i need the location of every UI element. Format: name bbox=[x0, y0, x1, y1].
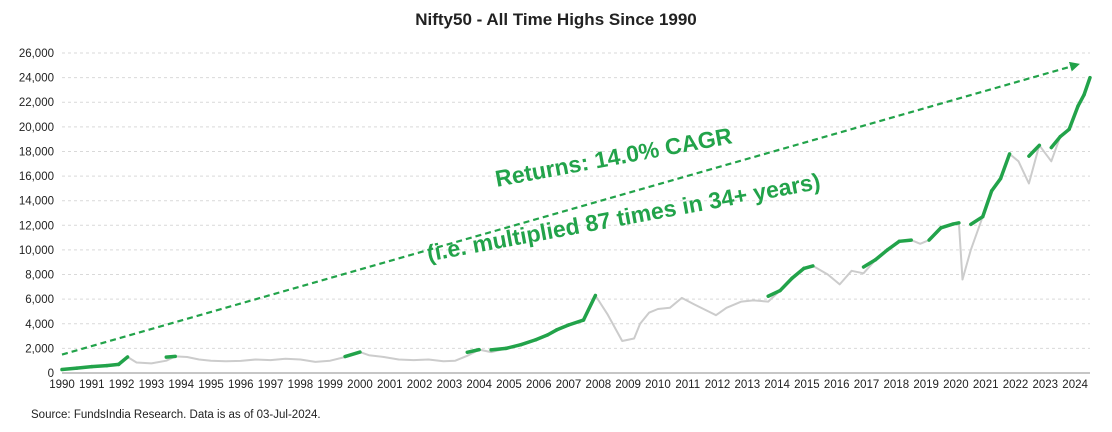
x-tick-label: 2018 bbox=[884, 379, 910, 391]
y-tick-label: 6,000 bbox=[25, 294, 54, 306]
all-time-high-segment bbox=[116, 355, 130, 367]
y-tick-label: 12,000 bbox=[19, 220, 54, 232]
x-tick-label: 2014 bbox=[764, 379, 790, 391]
all-time-high-segment bbox=[897, 238, 913, 244]
all-time-high-segment bbox=[1027, 143, 1042, 158]
all-time-high-segment bbox=[75, 364, 94, 370]
all-time-high-segment bbox=[998, 152, 1012, 181]
y-tick-label: 2,000 bbox=[25, 343, 54, 355]
all-time-high-segment bbox=[581, 293, 598, 322]
all-time-high-segment bbox=[60, 366, 79, 372]
all-time-high-segment bbox=[489, 346, 508, 352]
x-tick-label: 2010 bbox=[645, 379, 671, 391]
x-tick-label: 1993 bbox=[139, 379, 165, 391]
nifty50-series-line bbox=[61, 77, 1091, 371]
all-time-high-segment bbox=[1082, 75, 1092, 97]
all-time-high-segment bbox=[465, 347, 481, 355]
x-tick-label: 1994 bbox=[168, 379, 194, 391]
cagr-annotation: Returns: 14.0% CAGR bbox=[493, 122, 734, 191]
all-time-high-segment bbox=[90, 363, 109, 369]
y-tick-label: 16,000 bbox=[19, 171, 54, 183]
x-tick-label: 2002 bbox=[407, 379, 433, 391]
all-time-high-segment bbox=[1049, 134, 1062, 150]
x-tick-label: 2023 bbox=[1033, 379, 1059, 391]
x-tick-label: 1996 bbox=[228, 379, 254, 391]
all-time-high-segment bbox=[951, 221, 961, 226]
x-tick-label: 2006 bbox=[526, 379, 552, 391]
x-tick-label: 2015 bbox=[794, 379, 820, 391]
gridlines bbox=[62, 52, 1090, 349]
all-time-high-segment bbox=[969, 214, 985, 227]
all-time-high-segment bbox=[343, 350, 362, 359]
x-tick-label: 1990 bbox=[49, 379, 75, 391]
x-axis-ticks: 1990 1991 1992 1993 1994 1995 1996 1997 1998 1999… bbox=[49, 379, 1088, 391]
y-tick-label: 18,000 bbox=[19, 146, 54, 158]
x-tick-label: 2021 bbox=[973, 379, 999, 391]
x-tick-label: 2013 bbox=[735, 379, 761, 391]
x-tick-label: 1999 bbox=[317, 379, 343, 391]
x-tick-label: 1995 bbox=[198, 379, 224, 391]
source-note: Source: FundsIndia Research. Data is as … bbox=[31, 409, 321, 421]
x-tick-label: 2017 bbox=[854, 379, 880, 391]
y-tick-label: 10,000 bbox=[19, 245, 54, 257]
x-tick-label: 2012 bbox=[705, 379, 731, 391]
all-time-high-segment bbox=[861, 258, 878, 269]
y-tick-label: 0 bbox=[48, 368, 54, 380]
all-time-high-segment bbox=[1067, 104, 1080, 132]
all-time-high-segment bbox=[519, 338, 538, 347]
x-tick-label: 2024 bbox=[1062, 379, 1088, 391]
x-tick-label: 2009 bbox=[615, 379, 641, 391]
x-tick-label: 1992 bbox=[109, 379, 135, 391]
x-tick-label: 1998 bbox=[288, 379, 314, 391]
all-time-high-segment bbox=[766, 288, 782, 298]
y-tick-label: 24,000 bbox=[19, 73, 54, 85]
x-tick-label: 2000 bbox=[347, 379, 373, 391]
all-time-high-segment bbox=[802, 264, 815, 271]
x-tick-label: 2004 bbox=[466, 379, 492, 391]
x-tick-label: 2011 bbox=[675, 379, 700, 391]
all-time-high-segment bbox=[164, 354, 177, 359]
x-tick-label: 1997 bbox=[258, 379, 284, 391]
all-time-high-segment bbox=[534, 333, 550, 342]
x-tick-label: 2007 bbox=[556, 379, 582, 391]
y-tick-label: 8,000 bbox=[25, 270, 54, 282]
all-time-high-segment bbox=[885, 239, 902, 252]
x-tick-label: 2019 bbox=[913, 379, 939, 391]
all-time-high-segment bbox=[980, 189, 994, 219]
all-time-high-segment bbox=[790, 266, 806, 280]
y-tick-label: 22,000 bbox=[19, 97, 54, 109]
all-time-high-segment bbox=[1076, 93, 1086, 108]
all-time-high-segment bbox=[778, 276, 794, 293]
chart-title: Nifty50 - All Time Highs Since 1990 bbox=[415, 10, 697, 29]
y-tick-label: 4,000 bbox=[25, 319, 54, 331]
all-time-high-segment bbox=[927, 226, 943, 242]
all-time-high-segment bbox=[1058, 127, 1071, 139]
x-tick-label: 2001 bbox=[377, 379, 403, 391]
all-time-high-markers bbox=[60, 75, 1092, 372]
y-tick-label: 26,000 bbox=[19, 48, 54, 60]
trendline-layer bbox=[61, 61, 1080, 356]
x-tick-label: 2005 bbox=[496, 379, 522, 391]
y-axis-ticks: 0 2,000 4,000 6,000 8,000 10,000 12,000 14,000 1… bbox=[19, 48, 54, 380]
all-time-high-segment bbox=[873, 248, 890, 262]
series-layer bbox=[61, 77, 1091, 371]
all-time-high-segment bbox=[939, 222, 955, 230]
all-time-high-segment bbox=[504, 342, 523, 351]
x-tick-label: 2020 bbox=[943, 379, 969, 391]
x-tick-label: 2016 bbox=[824, 379, 850, 391]
all-time-high-segment bbox=[104, 362, 121, 368]
x-tick-label: 2003 bbox=[437, 379, 463, 391]
trendline-arrow bbox=[61, 61, 1080, 356]
x-tick-label: 2008 bbox=[586, 379, 612, 391]
multiplier-annotation: (i.e. multiplied 87 times in 34+ years) bbox=[425, 168, 823, 266]
y-tick-label: 14,000 bbox=[19, 196, 54, 208]
all-time-high-segment bbox=[989, 176, 1003, 193]
x-tick-label: 1991 bbox=[79, 379, 105, 391]
x-tick-label: 2022 bbox=[1003, 379, 1029, 391]
y-tick-label: 20,000 bbox=[19, 122, 54, 134]
all-time-high-segment bbox=[554, 323, 571, 332]
all-time-high-segment bbox=[566, 318, 586, 327]
